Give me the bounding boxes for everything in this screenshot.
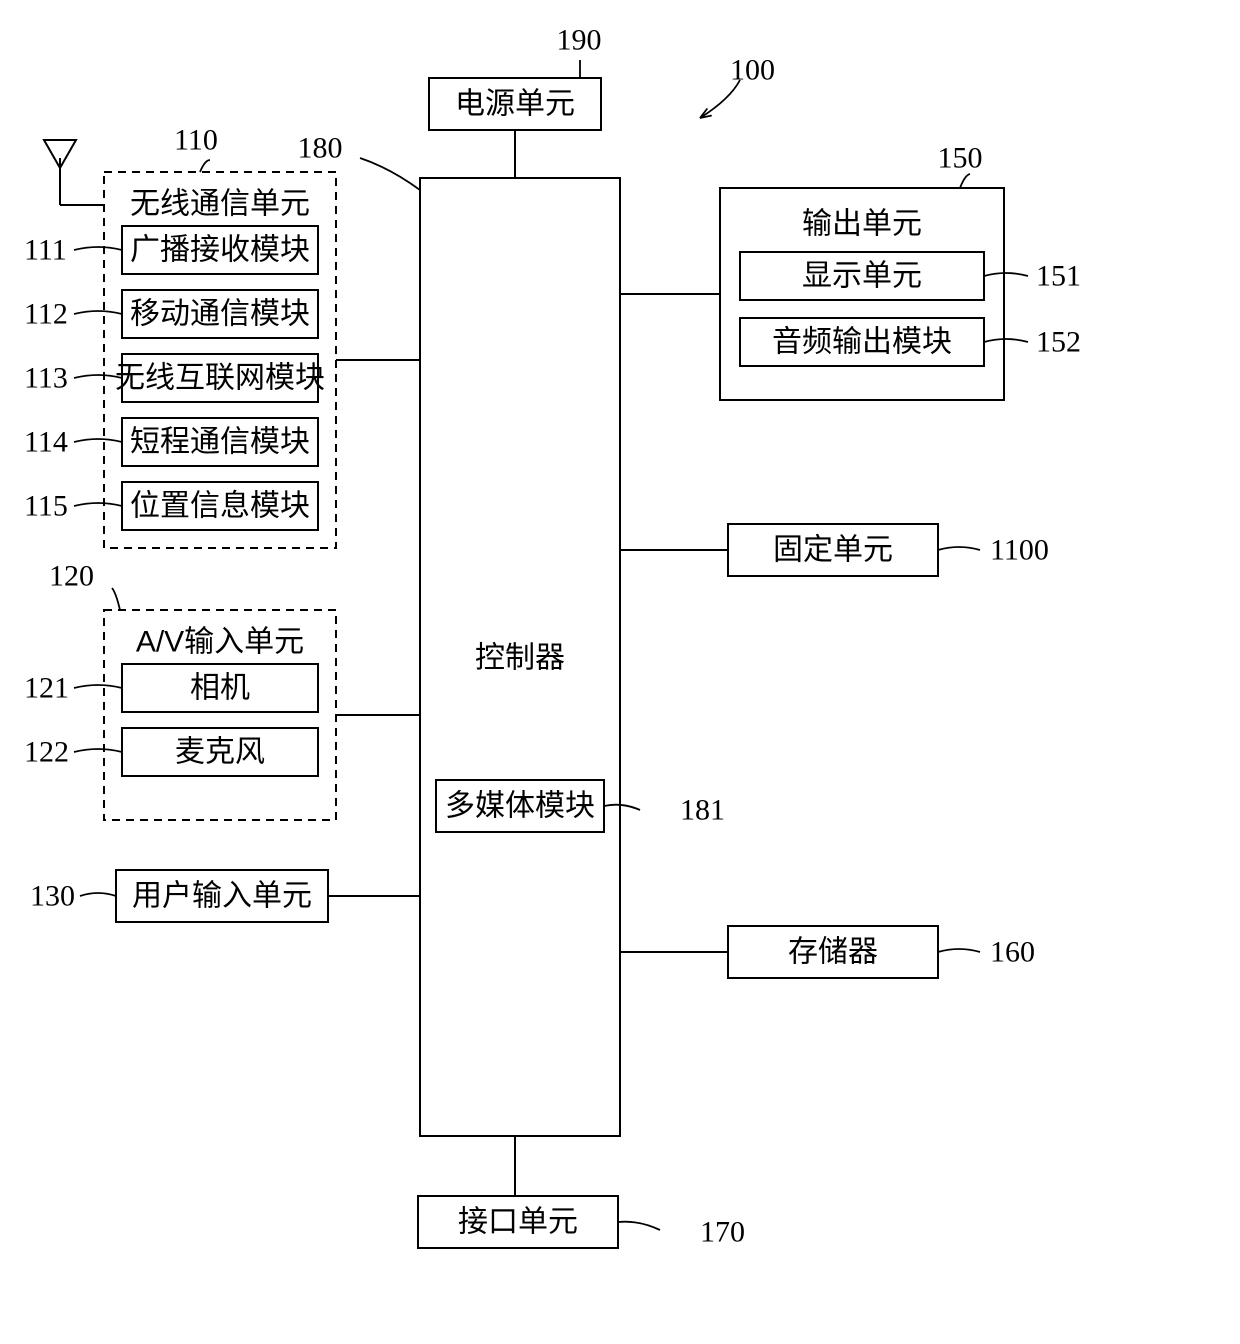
wireless-comm-unit-title: 无线通信单元	[130, 188, 310, 221]
ref-1100: 1100	[990, 534, 1049, 567]
power-unit-label: 电源单元	[455, 88, 575, 121]
av-input-unit-title: A/V输入单元	[136, 626, 304, 659]
ref-115: 115	[24, 490, 68, 523]
av-camera-label: 相机	[190, 672, 250, 705]
ref-130: 130	[30, 880, 75, 913]
memory-label: 存储器	[788, 936, 878, 969]
ref-181: 181	[680, 794, 725, 827]
ref-122: 122	[24, 736, 69, 769]
ref-152: 152	[1036, 326, 1081, 359]
wcu-mobile-label: 移动通信模块	[130, 298, 310, 331]
ref-180: 180	[298, 132, 343, 165]
wcu-broadcast-label: 广播接收模块	[130, 234, 310, 267]
ref-113: 113	[24, 362, 68, 395]
av-mic-label: 麦克风	[175, 736, 265, 769]
interface-unit-label: 接口单元	[458, 1206, 578, 1239]
multimedia-module-label: 多媒体模块	[445, 790, 595, 823]
ref-114: 114	[24, 426, 68, 459]
wcu-short-label: 短程通信模块	[130, 426, 310, 459]
ref-120: 120	[49, 560, 94, 593]
fixed-unit-label: 固定单元	[773, 534, 893, 567]
ref-160: 160	[990, 936, 1035, 969]
ref-150: 150	[938, 142, 983, 175]
ref-190: 190	[557, 24, 602, 57]
output-unit-title: 输出单元	[802, 208, 922, 241]
wcu-location-label: 位置信息模块	[130, 490, 310, 523]
ref-151: 151	[1036, 260, 1081, 293]
user-input-unit-label: 用户输入单元	[132, 880, 312, 913]
ref-121: 121	[24, 672, 69, 705]
ref-170: 170	[700, 1216, 745, 1249]
ref-110: 110	[174, 124, 218, 157]
output-display-label: 显示单元	[802, 260, 922, 293]
controller-label: 控制器	[475, 642, 565, 675]
output-audio-label: 音频输出模块	[772, 326, 952, 359]
ref-111: 111	[24, 234, 67, 267]
ref-112: 112	[24, 298, 68, 331]
ref-100: 100	[730, 54, 775, 87]
wcu-wlan-label: 无线互联网模块	[115, 362, 325, 395]
